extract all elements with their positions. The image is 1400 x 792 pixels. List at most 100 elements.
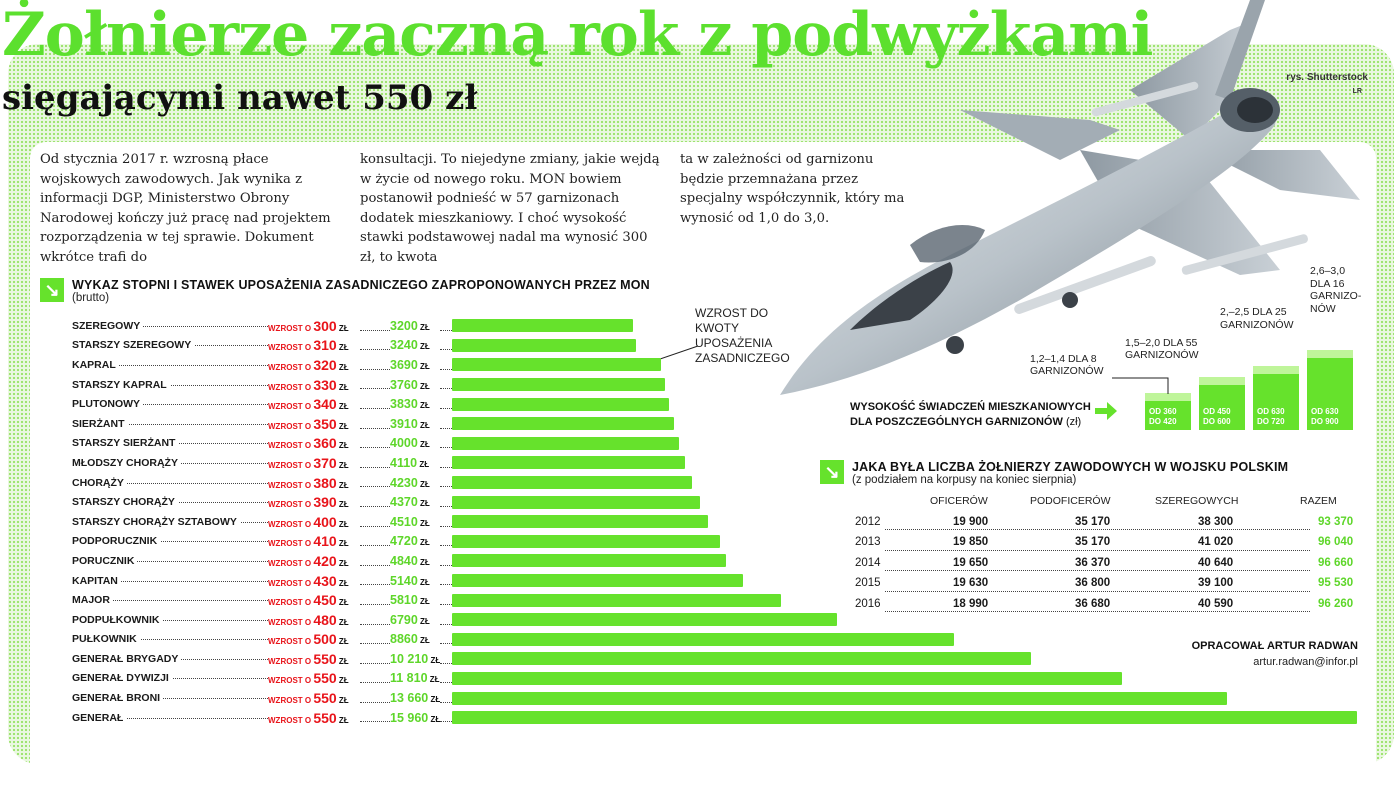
pay-bar	[452, 319, 634, 333]
dotted-leader	[440, 349, 452, 351]
increase-prefix: WZROST O	[268, 323, 314, 333]
dotted-leader	[360, 545, 390, 547]
pay-unit: ZŁ	[428, 695, 441, 705]
pay-value: 10 210	[390, 651, 429, 666]
total-cell: 93 370	[1315, 515, 1354, 528]
photo-credit: rys. Shutterstock	[1286, 72, 1368, 83]
table-row: Kapral WZROST O 320 ZŁ 3690 ZŁ	[72, 355, 1362, 375]
dotted-leader	[360, 407, 390, 409]
dotted-leader	[72, 482, 268, 484]
increase-label: WZROST O 330 ZŁ	[268, 377, 358, 393]
dotted-leader	[72, 423, 268, 425]
dotted-leader	[885, 570, 1310, 571]
rank-label: Major	[72, 594, 113, 607]
increase-prefix: WZROST O	[268, 656, 314, 666]
garrison-to: DO 900	[1311, 417, 1339, 426]
count-cell: 41 020	[1195, 536, 1234, 548]
increase-prefix: WZROST O	[268, 441, 314, 451]
count-cell: 19 630	[950, 577, 989, 589]
rank-name: Chorąży	[72, 476, 268, 489]
increase-label: WZROST O 550 ZŁ	[268, 670, 358, 686]
dotted-leader	[360, 682, 390, 684]
rank-label: Porucznik	[72, 554, 138, 567]
table-row: Starszy kapral WZROST O 330 ZŁ 3760 ZŁ	[72, 375, 1362, 395]
increase-prefix: WZROST O	[268, 480, 314, 490]
pay-unit: ZŁ	[427, 675, 440, 685]
garrison-note: 2,–2,5 dla 25 garnizonów	[1220, 306, 1294, 331]
table-row: Podpułkownik WZROST O 480 ZŁ 6790 ZŁ	[72, 610, 1362, 630]
increase-unit: ZŁ	[336, 500, 349, 510]
rank-label: Podpułkownik	[72, 613, 163, 626]
pay-unit: ZŁ	[417, 381, 430, 391]
table-row: Generał dywizji WZROST O 550 ZŁ 11 810 ZŁ	[72, 669, 1362, 689]
arrow-down-right-icon: ↘	[820, 460, 844, 484]
increase-prefix: WZROST O	[268, 715, 314, 725]
increase-prefix: WZROST O	[268, 578, 314, 588]
pay-value-label: 4510 ZŁ	[390, 515, 450, 529]
pay-bar	[452, 691, 1227, 705]
pay-value: 5140	[390, 573, 418, 588]
increase-value: 450	[313, 592, 337, 609]
pay-value: 3760	[390, 377, 418, 392]
increase-value: 340	[313, 396, 337, 413]
pay-unit: ZŁ	[417, 499, 430, 509]
rank-name: Starszy szeregowy	[72, 339, 268, 352]
increase-value: 550	[313, 650, 337, 667]
pay-value-label: 3910 ZŁ	[390, 417, 450, 431]
callout-label: Wzrost do kwoty uposażenia zasadniczego	[695, 306, 790, 365]
soldiers-section-header: ↘ Jaka była liczba żołnierzy zawodowych …	[820, 460, 1288, 486]
garrison-from: OD 360	[1149, 407, 1177, 416]
increase-value: 550	[313, 690, 337, 707]
dotted-leader	[440, 643, 452, 645]
garrison-title: Wysokość świadczeń mieszkaniowych dla po…	[850, 400, 1091, 430]
increase-value: 350	[313, 415, 337, 432]
pay-section-subtitle: (brutto)	[72, 292, 110, 304]
dotted-leader	[440, 368, 452, 370]
pay-bar	[452, 534, 720, 548]
garrison-note: 1,2–1,4 dla 8 garnizonów	[1030, 352, 1104, 378]
pay-value-label: 10 210 ZŁ	[390, 652, 450, 666]
increase-unit: ZŁ	[336, 460, 349, 470]
pay-value-label: 3200 ZŁ	[390, 319, 450, 333]
dotted-leader	[885, 590, 1310, 592]
table-row: Chorąży WZROST O 380 ZŁ 4230 ZŁ	[72, 473, 1362, 493]
count-cell: 35 170	[1072, 536, 1111, 548]
rank-label: Młodszy chorąży	[72, 456, 181, 469]
total-cell: 96 660	[1315, 556, 1354, 569]
increase-unit: ZŁ	[336, 362, 349, 372]
pay-value: 15 960	[390, 710, 429, 725]
rank-label: Generał	[72, 711, 127, 724]
count-cell: 39 100	[1195, 577, 1234, 589]
count-cell: 35 170	[1072, 515, 1111, 528]
increase-unit: ZŁ	[336, 637, 349, 647]
pay-unit: ZŁ	[417, 459, 430, 469]
increase-label: WZROST O 420 ZŁ	[268, 553, 358, 569]
pay-bar	[452, 515, 708, 529]
table-row: 2016 18 990 36 680 40 590 96 260	[855, 597, 1360, 619]
pay-bar	[452, 456, 686, 470]
rank-label: Starszy szeregowy	[72, 339, 195, 352]
increase-unit: ZŁ	[336, 617, 349, 627]
dotted-leader	[440, 701, 452, 703]
dotted-leader	[440, 388, 452, 390]
table-row: Major WZROST O 450 ZŁ 5810 ZŁ	[72, 590, 1362, 610]
pay-unit: ZŁ	[417, 616, 430, 626]
increase-unit: ZŁ	[336, 656, 349, 666]
count-cell: 36 370	[1072, 556, 1111, 569]
garrison-to: DO 720	[1257, 417, 1285, 426]
dotted-leader	[440, 545, 452, 547]
dotted-leader	[440, 662, 452, 664]
pay-value: 8860	[390, 632, 418, 647]
table-row: Szeregowy WZROST O 300 ZŁ 3200 ZŁ	[72, 316, 1362, 336]
rank-label: Kapral	[72, 358, 119, 371]
pay-unit: ZŁ	[417, 322, 430, 332]
pay-bar	[452, 554, 727, 568]
garrison-bar-label: OD 450 DO 600	[1203, 407, 1231, 427]
increase-prefix: WZROST O	[268, 500, 314, 510]
garrison-title-unit: (zł)	[1065, 416, 1082, 428]
garrison-from: OD 630	[1257, 407, 1285, 416]
increase-label: WZROST O 320 ZŁ	[268, 357, 358, 373]
table-row: 2012 19 900 35 170 38 300 93 370	[855, 515, 1360, 537]
increase-label: WZROST O 380 ZŁ	[268, 475, 358, 491]
pay-value-label: 4000 ZŁ	[390, 436, 450, 450]
